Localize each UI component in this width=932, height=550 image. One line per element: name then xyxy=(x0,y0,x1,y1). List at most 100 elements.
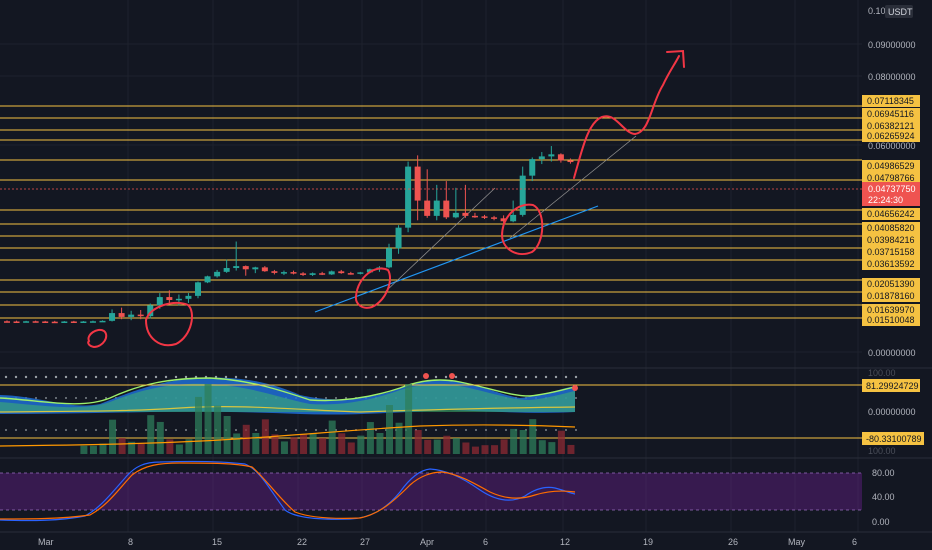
candle-body-16 xyxy=(156,297,163,306)
candle-29[interactable] xyxy=(280,270,287,276)
candle-9[interactable] xyxy=(89,320,96,323)
level-tag-14 xyxy=(862,314,920,326)
oscillator-pane[interactable] xyxy=(0,373,862,454)
osc-dot-top-25 xyxy=(254,375,258,379)
annotation-circle-2[interactable] xyxy=(144,301,193,347)
candle-0[interactable] xyxy=(4,320,10,323)
price-axis[interactable]: 0.10 USDT 0.09000000 0.08000000 0.060000… xyxy=(868,5,916,358)
osc-dot-top-2 xyxy=(24,375,28,379)
candle-20[interactable] xyxy=(195,281,201,299)
time-label-apr: Apr xyxy=(420,537,434,547)
time-axis[interactable]: Mar 8 15 22 27 Apr 6 12 19 26 May 6 xyxy=(38,537,857,547)
candle-43[interactable] xyxy=(414,155,421,221)
candle-body-56 xyxy=(538,156,545,160)
candle-55[interactable] xyxy=(529,157,536,182)
candle-51[interactable] xyxy=(491,215,498,221)
candle-13[interactable] xyxy=(128,310,135,321)
candle-body-22 xyxy=(214,271,221,277)
candle-47[interactable] xyxy=(452,187,459,219)
candle-33[interactable] xyxy=(319,271,326,276)
annotation-circle-1[interactable] xyxy=(87,329,108,349)
osc-dot-bot-0 xyxy=(5,429,7,431)
candle-7[interactable] xyxy=(70,320,77,323)
candle-49[interactable] xyxy=(471,212,478,218)
candle-17[interactable] xyxy=(166,290,173,303)
osc-bar-34 xyxy=(328,420,336,454)
stoch-pane[interactable] xyxy=(0,460,862,522)
osc-dot-bot-31 xyxy=(315,429,317,431)
candle-body-54 xyxy=(519,175,526,215)
candle-8[interactable] xyxy=(80,321,87,323)
candle-body-18 xyxy=(175,298,182,301)
candle-15[interactable] xyxy=(147,303,154,319)
candles[interactable] xyxy=(4,146,574,324)
annotation-arrow-head[interactable] xyxy=(666,49,685,68)
candle-12[interactable] xyxy=(118,307,125,320)
candle-56[interactable] xyxy=(538,152,545,165)
unit-badge[interactable] xyxy=(885,5,913,18)
trend-line-upper[interactable] xyxy=(384,187,496,293)
level-tag-text-1: 0.06945116 xyxy=(867,109,914,119)
candle-31[interactable] xyxy=(300,272,307,276)
osc-bar-19 xyxy=(185,439,193,454)
candle-25[interactable] xyxy=(242,265,249,276)
candle-24[interactable] xyxy=(233,241,240,271)
annotation-circle-4[interactable] xyxy=(500,203,544,255)
osc-dot-bot-47 xyxy=(475,429,477,431)
candle-30[interactable] xyxy=(290,270,297,275)
candle-3[interactable] xyxy=(32,320,39,323)
candle-14[interactable] xyxy=(137,309,144,320)
candle-6[interactable] xyxy=(61,321,68,323)
annotation-arrow-path[interactable] xyxy=(573,55,680,179)
trend-lines[interactable] xyxy=(314,135,637,313)
level-tag-4 xyxy=(862,160,920,172)
current-price-tag xyxy=(862,182,920,206)
candle-19[interactable] xyxy=(185,293,192,303)
osc-bar-52 xyxy=(500,439,508,454)
candle-10[interactable] xyxy=(99,320,106,323)
time-label-12: 12 xyxy=(560,537,570,547)
grid-lines xyxy=(0,0,862,532)
candle-32[interactable] xyxy=(309,272,316,276)
candle-26[interactable] xyxy=(252,266,259,274)
trend-line-projection[interactable] xyxy=(509,135,637,239)
osc-dot-top-33 xyxy=(334,375,338,379)
candle-1[interactable] xyxy=(13,320,20,323)
candle-28[interactable] xyxy=(271,269,278,275)
candle-58[interactable] xyxy=(557,153,564,163)
osc-dot-mid-9 xyxy=(95,397,97,399)
candle-22[interactable] xyxy=(214,269,221,278)
candle-50[interactable] xyxy=(481,214,488,220)
candle-42[interactable] xyxy=(405,161,412,233)
candle-45[interactable] xyxy=(433,184,440,221)
time-label-may: May xyxy=(788,537,806,547)
candle-5[interactable] xyxy=(51,320,58,324)
candle-23[interactable] xyxy=(223,259,230,273)
annotations[interactable] xyxy=(87,49,685,349)
candle-2[interactable] xyxy=(23,320,30,323)
candle-27[interactable] xyxy=(261,266,268,272)
candle-34[interactable] xyxy=(328,270,335,275)
candle-54[interactable] xyxy=(519,166,526,217)
candle-41[interactable] xyxy=(395,225,402,254)
osc-bar-45 xyxy=(433,439,441,454)
candle-46[interactable] xyxy=(443,181,450,220)
candle-44[interactable] xyxy=(424,169,431,218)
osc-dot-bot-30 xyxy=(305,429,307,431)
candle-48[interactable] xyxy=(462,184,469,218)
candle-4[interactable] xyxy=(42,320,49,323)
osc-dot-top-50 xyxy=(504,375,508,379)
candle-57[interactable] xyxy=(548,146,555,162)
candle-21[interactable] xyxy=(204,275,211,284)
candle-36[interactable] xyxy=(347,271,354,275)
annotation-circle-3[interactable] xyxy=(354,267,391,309)
trend-line-lower[interactable] xyxy=(314,205,599,313)
candle-37[interactable] xyxy=(357,271,364,275)
osc-dot-top-28 xyxy=(284,375,288,379)
candle-35[interactable] xyxy=(338,269,345,274)
candle-59[interactable] xyxy=(567,158,574,164)
candle-11[interactable] xyxy=(109,309,116,322)
osc-dot-mid-5 xyxy=(55,397,57,399)
candle-40[interactable] xyxy=(386,243,392,269)
